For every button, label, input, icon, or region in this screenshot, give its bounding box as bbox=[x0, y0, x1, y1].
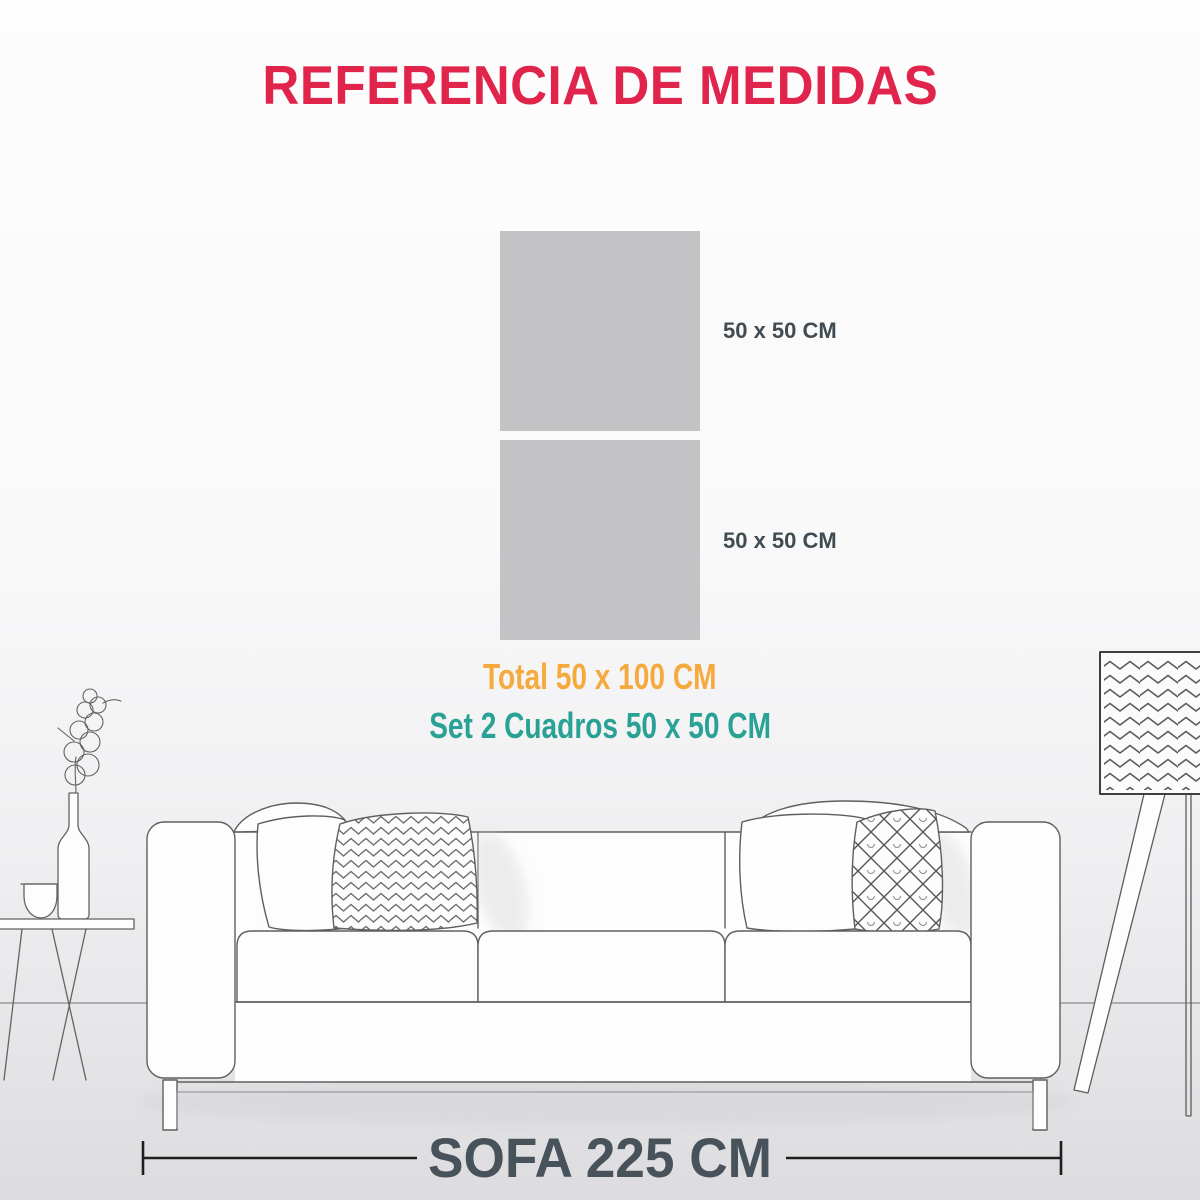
set-size-label: Set 2 Cuadros 50 x 50 CM bbox=[429, 705, 771, 746]
sofa-ground-shadow bbox=[135, 1078, 1075, 1126]
side-table-illustration bbox=[0, 688, 135, 1081]
lamp-leg bbox=[1185, 794, 1192, 1117]
pillow-chevron-left bbox=[331, 812, 478, 932]
sofa-leg bbox=[1032, 1079, 1048, 1131]
vase-icon bbox=[57, 792, 90, 920]
sofa-illustration bbox=[146, 800, 1061, 1131]
artwork-panel-1 bbox=[500, 231, 700, 431]
total-size-label: Total 50 x 100 CM bbox=[483, 656, 717, 697]
pillow-diamond-right bbox=[851, 808, 944, 934]
artwork-panel-2 bbox=[500, 440, 700, 640]
sofa-leg bbox=[162, 1079, 178, 1131]
pillow-plain-right bbox=[739, 813, 872, 933]
side-table-top bbox=[0, 918, 135, 930]
bowl-icon bbox=[23, 883, 58, 919]
sofa-measurement-line bbox=[141, 1141, 1063, 1175]
lamp-shade-icon bbox=[1099, 651, 1200, 795]
page-title: REFERENCIA DE MEDIDAS bbox=[262, 54, 938, 116]
flower-branch-icon bbox=[57, 688, 122, 796]
sofa-size-label: SOFA 225 CM bbox=[428, 1126, 772, 1189]
seat-cushions bbox=[236, 930, 972, 1003]
panel-size-label-2: 50 x 50 CM bbox=[723, 528, 837, 553]
panel-size-label-1: 50 x 50 CM bbox=[723, 318, 837, 343]
lamp-leg bbox=[1073, 793, 1166, 1094]
armrest-left bbox=[146, 821, 236, 1079]
floor-lamp-illustration bbox=[1073, 651, 1200, 1117]
armrest-right bbox=[970, 821, 1061, 1079]
